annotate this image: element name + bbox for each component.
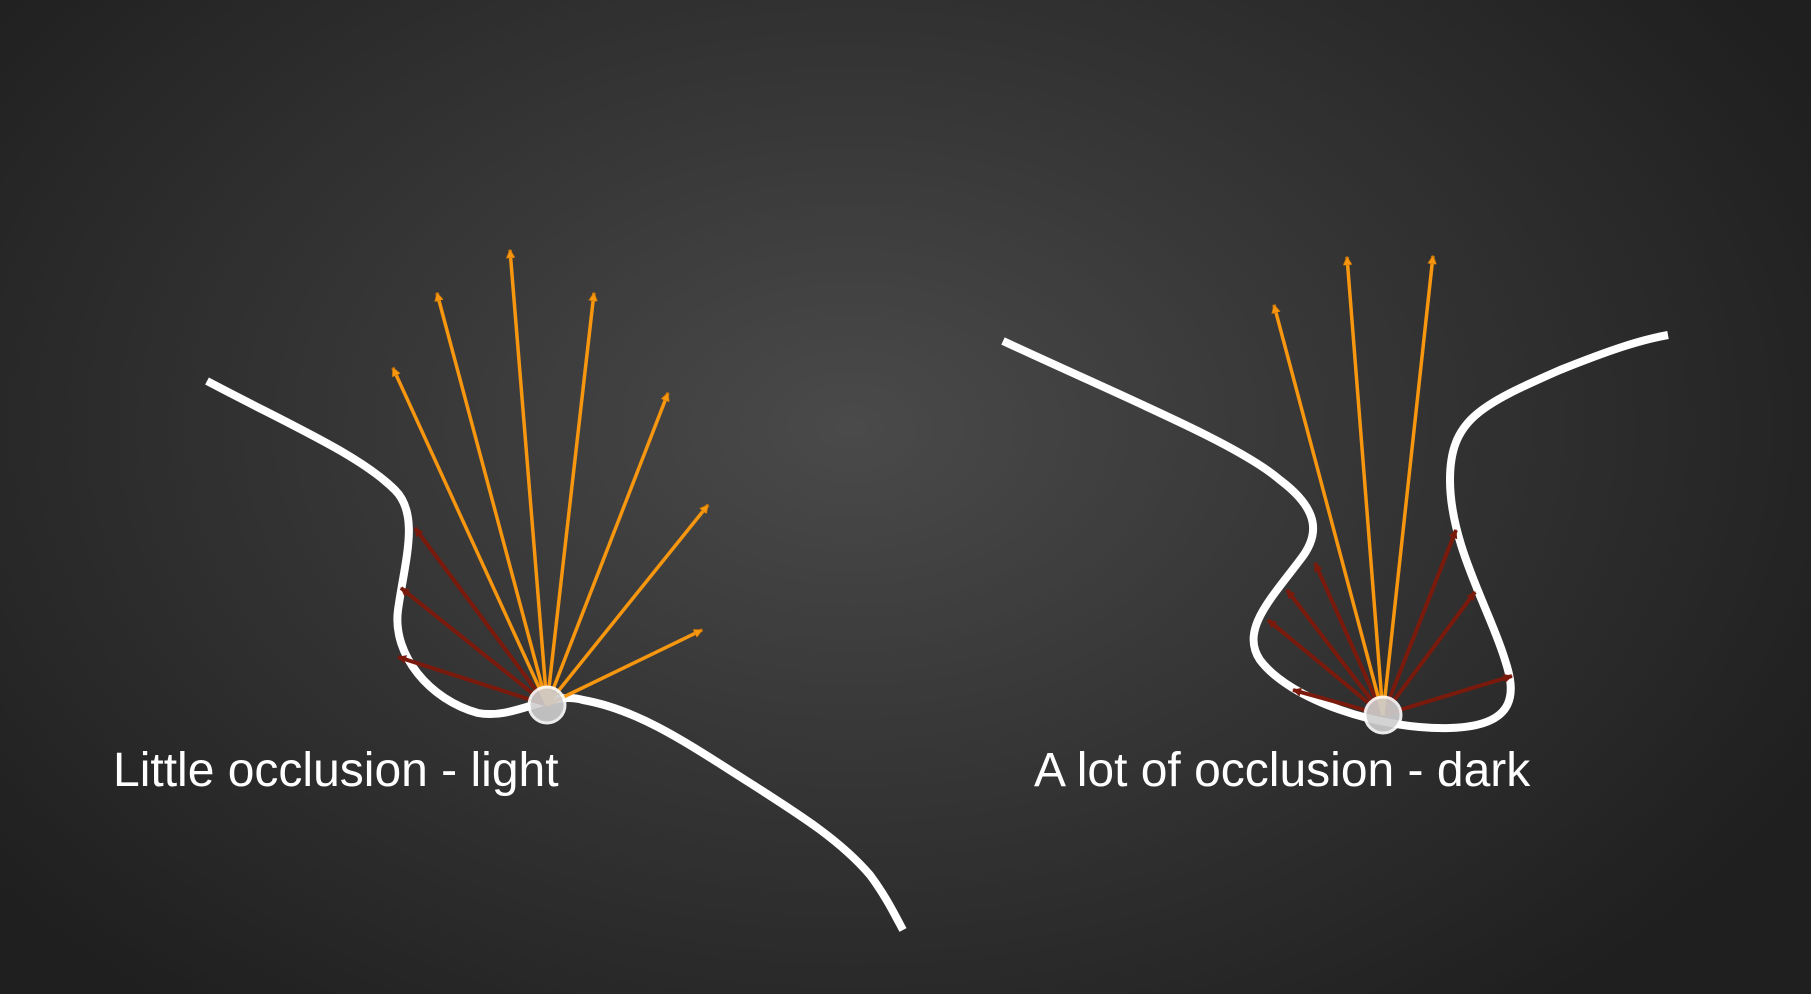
open-ray [1347,257,1385,716]
rays-left [391,250,710,707]
blocked-ray [1313,562,1385,716]
blocked-ray [1266,618,1385,717]
open-ray [437,293,549,706]
caption-left: Little occlusion - light [113,744,559,797]
open-ray [545,505,710,707]
surface-curve-right [1001,331,1669,733]
blocked-ray [1381,590,1477,717]
open-ray [545,393,668,706]
open-ray [1381,256,1433,716]
open-ray [546,628,702,707]
blocked-ray [1285,588,1385,717]
surface-curve-left [205,377,907,932]
sample-point-right [1363,695,1403,735]
caption-right: A lot of occlusion - dark [1034,744,1531,797]
open-ray [391,368,549,706]
blocked-ray [397,655,548,707]
open-ray [545,293,594,706]
open-ray [510,250,549,706]
blocked-ray [413,526,549,707]
blocked-ray [1382,674,1513,717]
blocked-ray [1381,529,1458,716]
open-ray [1274,305,1385,716]
rays-right [1266,256,1513,717]
sample-point-left [527,685,567,725]
panel-little-occlusion [205,250,907,932]
panel-a-lot-of-occlusion [1001,256,1669,735]
blocked-ray [399,586,549,707]
